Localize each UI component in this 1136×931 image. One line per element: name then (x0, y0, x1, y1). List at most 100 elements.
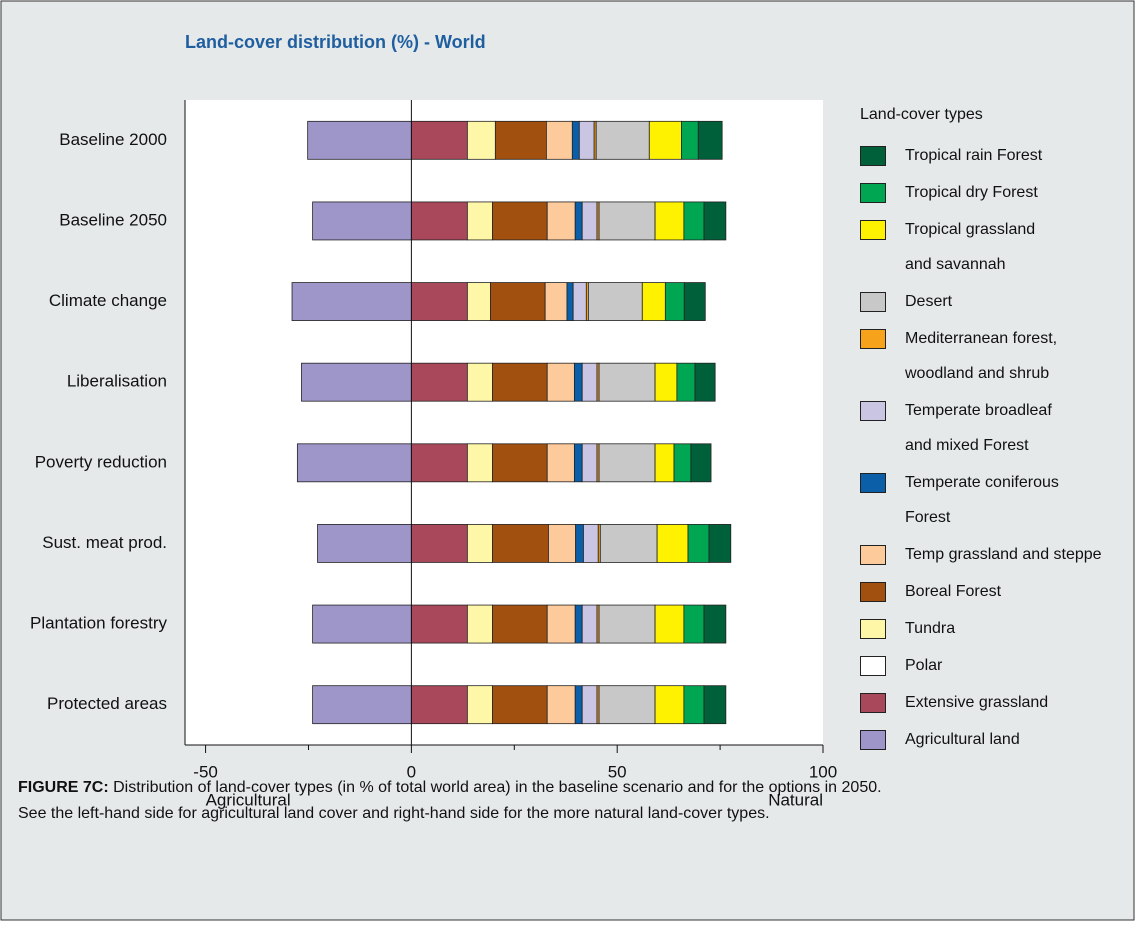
bar-segment (581, 685, 598, 725)
bar-segment (664, 282, 685, 321)
legend-item: Polar (860, 652, 1102, 683)
legend-label: Tundra (905, 620, 956, 637)
bar-segment (301, 362, 412, 402)
chart-title: Land-cover distribution (%) - World (185, 32, 486, 52)
caption: FIGURE 7C: Distribution of land-cover ty… (18, 775, 1118, 827)
bar-segment (546, 443, 575, 483)
legend-swatch (860, 545, 886, 565)
legend-swatch (860, 401, 886, 421)
legend-title: Land-cover types (860, 106, 983, 123)
bar-segment (410, 685, 468, 725)
bar-segment (641, 282, 666, 321)
legend-swatch (860, 730, 886, 750)
bar-segment (546, 201, 576, 241)
bar-segment (466, 604, 493, 644)
legend-item: Extensive grassland (860, 689, 1102, 720)
bar-segment (703, 201, 727, 241)
bar-segment (598, 604, 656, 644)
bar-segment (574, 685, 583, 725)
bar-segment (317, 524, 412, 563)
bar-segment (575, 524, 584, 563)
bar-segment (656, 524, 689, 563)
bar-segment (599, 524, 658, 563)
bar-segment (654, 604, 685, 644)
legend-swatch (860, 183, 886, 203)
bar-segment (466, 524, 493, 563)
bar-segment (573, 362, 583, 402)
y-tick-label: Climate change (49, 291, 167, 310)
legend-item: Desert (860, 288, 1102, 319)
legend-label: Tropical grassland and savannah (905, 221, 1036, 273)
bar-segment (687, 524, 710, 563)
x-tick-label: 0 (407, 762, 416, 781)
bar-segment (673, 443, 692, 483)
bar-segment (581, 443, 598, 483)
bar-segment (654, 362, 678, 402)
legend-label: Tropical dry Forest (905, 184, 1038, 201)
bar-segment (410, 120, 468, 160)
bar-segment (466, 443, 493, 483)
bar-segment (681, 120, 699, 160)
bar-segment (492, 443, 548, 483)
bar-segment (492, 362, 548, 402)
legend-item: Boreal Forest (860, 578, 1102, 609)
legend-label: Desert (905, 293, 953, 310)
bar-segment (492, 524, 549, 563)
bar-segment (291, 282, 412, 321)
bar-segment (683, 685, 705, 725)
bar-segment (410, 524, 468, 563)
bar-segment (573, 443, 583, 483)
bar-segment (598, 201, 656, 241)
x-label-right: Natural (768, 790, 823, 809)
legend-item: Temperate broadleaf and mixed Forest (860, 397, 1102, 463)
bar-segment (466, 685, 493, 725)
bar-segment (492, 685, 548, 725)
bar-segment (587, 282, 643, 321)
bar-segment (312, 201, 412, 241)
bar-segment (296, 443, 412, 483)
legend: Land-cover types Tropical rain Forest Tro… (860, 106, 1102, 763)
bar-segment (654, 443, 675, 483)
legend-label: Extensive grassland (905, 694, 1049, 711)
bar-segment (574, 201, 583, 241)
bar-segment (578, 120, 595, 160)
bar-segment (307, 120, 412, 160)
legend-swatch (860, 329, 886, 349)
bar-segment (654, 685, 685, 725)
bar-segment (545, 120, 573, 160)
caption-text: Distribution of land-cover types (in % o… (18, 779, 882, 822)
y-tick-label: Baseline 2000 (59, 130, 167, 149)
x-tick-label: 50 (608, 762, 627, 781)
legend-swatch (860, 146, 886, 166)
bar-segment (583, 524, 599, 563)
legend-label: Temperate coniferous Forest (905, 474, 1059, 526)
legend-swatch (860, 582, 886, 602)
y-tick-label: Protected areas (47, 694, 167, 713)
legend-label: Polar (905, 657, 943, 674)
legend-item: Tropical dry Forest (860, 179, 1102, 210)
legend-label: Boreal Forest (905, 583, 1002, 600)
bar-segment (708, 524, 732, 563)
bar-segment (654, 201, 685, 241)
bar-segment (410, 443, 468, 483)
bar-segment (494, 120, 547, 160)
bar-segment (466, 120, 496, 160)
bar-segment (410, 362, 468, 402)
bar-segment (312, 604, 412, 644)
legend-item: Mediterranean forest, woodland and shrub (860, 325, 1102, 391)
bar-segment (598, 362, 656, 402)
bar-segment (490, 282, 546, 321)
bar-segment (581, 201, 598, 241)
legend-item: Temperate coniferous Forest (860, 469, 1102, 535)
bar-segment (598, 685, 656, 725)
x-label-left: Agricultural (206, 790, 291, 809)
bar-segment (683, 282, 706, 321)
bar-segment (598, 443, 656, 483)
bar-segment (683, 604, 705, 644)
bar-segment (595, 120, 650, 160)
legend-label: Agricultural land (905, 731, 1020, 748)
bar-segment (410, 282, 468, 321)
bar-segment (703, 685, 727, 725)
bar-segment (466, 282, 491, 321)
